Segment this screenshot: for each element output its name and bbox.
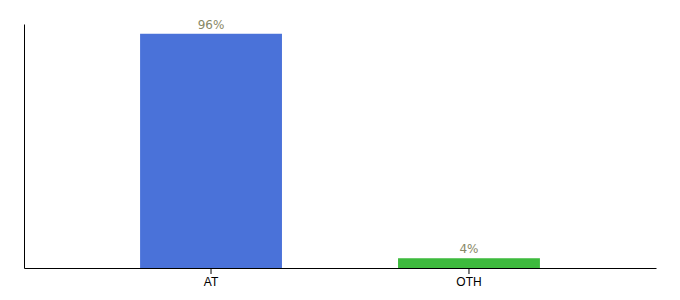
plot-area: AT OTH 96% 4% xyxy=(25,18,657,289)
x-tick-label: OTH xyxy=(456,275,481,289)
y-axis xyxy=(24,25,25,269)
data-labels: 96% 4% xyxy=(198,18,479,256)
chart-svg: AT OTH 96% 4% xyxy=(0,0,680,300)
x-tick-mark xyxy=(468,268,469,274)
x-axis-line xyxy=(25,268,657,269)
chart-container: AT OTH 96% 4% xyxy=(0,0,680,300)
x-tick-label: AT xyxy=(204,275,219,289)
data-label: 4% xyxy=(459,242,478,256)
bar xyxy=(140,34,282,268)
y-axis-line xyxy=(24,25,25,269)
x-tick: AT xyxy=(204,268,219,289)
x-axis: AT OTH xyxy=(25,268,657,289)
bars xyxy=(140,34,540,268)
x-tick-mark xyxy=(211,268,212,274)
bar xyxy=(398,258,540,268)
x-tick: OTH xyxy=(456,268,481,289)
data-label: 96% xyxy=(198,18,225,32)
